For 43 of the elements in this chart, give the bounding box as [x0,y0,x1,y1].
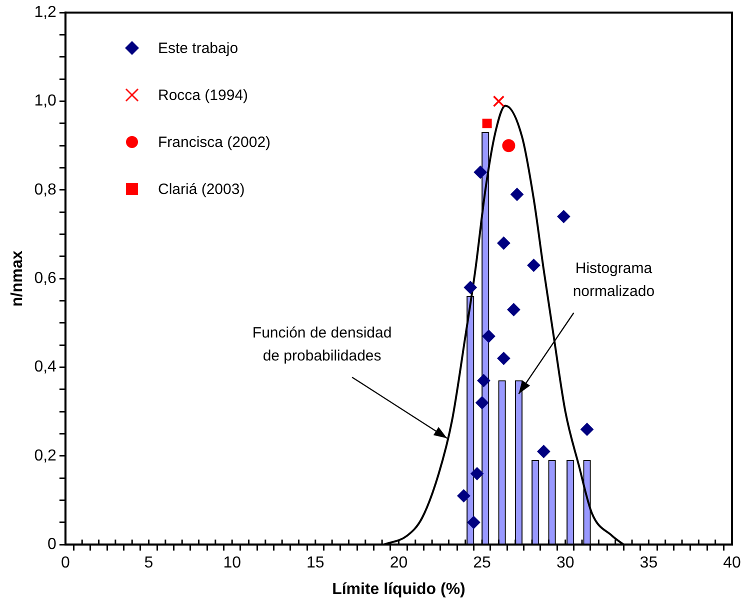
x-tick-label: 10 [223,554,242,572]
y-axis-title: n/nmax [9,250,26,307]
x-tick-label: 35 [640,554,658,572]
x-tick-label: 30 [556,554,574,572]
x-tick-label: 20 [390,554,408,572]
x-axis-title: Límite líquido (%) [332,580,466,598]
y-tick-label: 0,8 [34,181,57,198]
point [467,516,480,529]
y-tick-label: 1,0 [34,92,57,110]
x-tick-label: 15 [306,554,324,572]
x-tick-label: 5 [144,554,154,572]
point [492,95,505,108]
point [580,422,594,436]
legend-label: Clariá (2003) [158,180,245,198]
point [470,467,484,480]
point [527,258,540,272]
y-tick-label: 0,2 [34,447,57,464]
y-tick-label: 1,2 [34,4,57,22]
point [464,280,477,294]
y-tick-label: 0 [48,536,57,554]
point [502,139,516,152]
x-tick-label: 0 [60,554,70,572]
y-tick-label: 0,4 [34,358,57,376]
x-tick-label: 40 [723,554,741,572]
point [482,118,492,128]
point [497,352,510,365]
legend-label: Francisca (2002) [158,134,271,150]
point [557,210,570,224]
annotation: Histograma normalizado [572,260,655,300]
point [477,374,490,388]
point [507,303,520,316]
annotation: Función de densidad de probabilidades [252,324,392,364]
point [476,396,489,410]
point [457,489,470,502]
y-tick-label: 0,6 [34,270,57,288]
legend-label: Este trabajo [158,40,238,56]
point [482,330,496,343]
point [537,445,550,458]
x-tick-label: 25 [473,554,492,572]
point [510,188,524,201]
legend-label: Rocca (1994) [158,86,248,104]
point [497,236,510,250]
point [474,166,487,179]
